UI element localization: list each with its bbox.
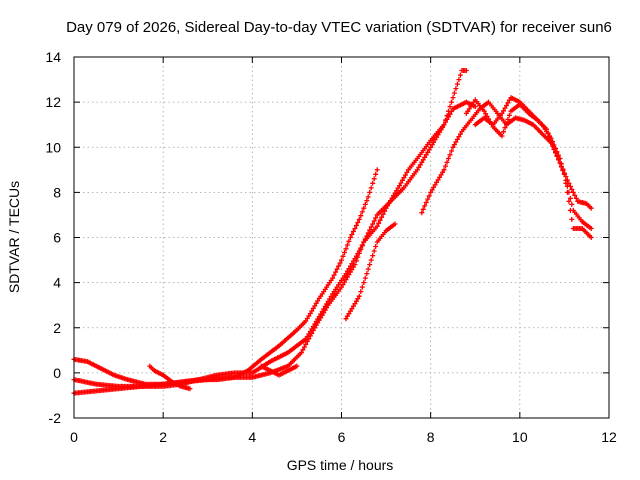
y-tick-label: 6 <box>53 230 61 246</box>
y-tick-label: 2 <box>53 320 61 336</box>
data-points-track-3 <box>71 68 469 396</box>
x-tick-labels: 0 2 4 6 8 10 12 <box>70 429 617 445</box>
series-track-7 <box>472 95 594 240</box>
data-points-track-9 <box>258 363 300 378</box>
data-points-track-5 <box>419 99 594 216</box>
data-points-track-8 <box>147 363 193 392</box>
series-track-4 <box>343 221 398 322</box>
data-points-track-2 <box>71 99 478 389</box>
series-track-9 <box>258 363 300 378</box>
series-track-8 <box>147 363 193 392</box>
x-tick-label: 2 <box>159 429 167 445</box>
x-tick-label: 12 <box>601 429 617 445</box>
series-track-2 <box>71 99 478 389</box>
axis-ticks <box>73 56 610 419</box>
series-track-1 <box>71 167 380 387</box>
data-points-track-4 <box>343 221 398 322</box>
data-points-track-7 <box>472 95 594 240</box>
y-tick-label: 4 <box>53 275 61 291</box>
y-tick-label: -2 <box>49 410 62 426</box>
y-tick-labels: -2 0 2 4 6 8 10 12 14 <box>45 49 61 426</box>
x-tick-label: 10 <box>512 429 528 445</box>
series-track-3 <box>71 68 469 396</box>
data-layer <box>71 68 594 396</box>
x-tick-label: 4 <box>248 429 256 445</box>
x-axis-label: GPS time / hours <box>287 457 394 473</box>
y-tick-label: 10 <box>45 139 61 155</box>
x-tick-label: 0 <box>70 429 78 445</box>
series-track-5 <box>419 99 594 216</box>
y-tick-label: 14 <box>45 49 61 65</box>
y-tick-label: 8 <box>53 184 61 200</box>
x-tick-label: 6 <box>338 429 346 445</box>
x-tick-label: 8 <box>427 429 435 445</box>
y-axis-label: SDTVAR / TECUs <box>6 181 22 293</box>
y-tick-label: 0 <box>53 365 61 381</box>
data-points-track-1 <box>71 167 380 387</box>
chart-title: Day 079 of 2026, Sidereal Day-to-day VTE… <box>66 19 612 36</box>
y-tick-label: 12 <box>45 94 61 110</box>
